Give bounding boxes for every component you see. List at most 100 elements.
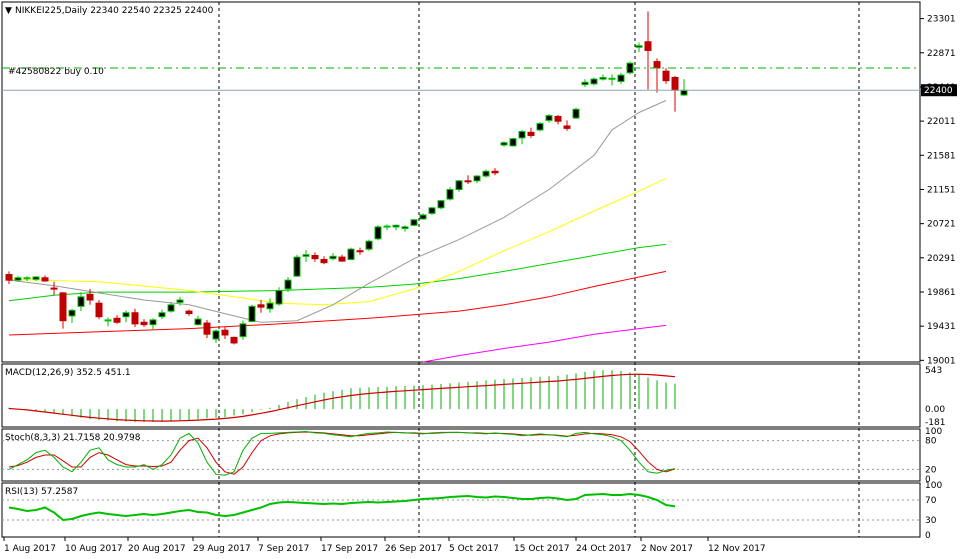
candle-body (410, 219, 418, 226)
candle-body (365, 240, 373, 250)
candle-body (482, 170, 490, 177)
candle (41, 275, 49, 282)
candle-body (464, 180, 472, 183)
candle-body (608, 77, 616, 80)
date-tick-label: 12 Nov 2017 (708, 544, 766, 554)
candle-body (212, 330, 220, 340)
candle-body (419, 214, 427, 220)
candle (86, 288, 94, 305)
candle-body (275, 289, 283, 305)
candle (68, 308, 76, 324)
candle (608, 74, 616, 86)
candle (482, 169, 490, 178)
candle (185, 309, 193, 316)
candle (509, 137, 517, 147)
rsi-tick-label: 70 (925, 496, 937, 506)
moving-average-line (422, 324, 667, 363)
stoch-tick-label: 20 (925, 465, 937, 475)
candle-body (86, 293, 94, 301)
candle-body (554, 115, 562, 122)
candle (365, 239, 373, 251)
candle (32, 276, 40, 281)
candle (383, 224, 391, 231)
date-tick-label: 10 Aug 2017 (65, 544, 123, 554)
price-tick-label: 20291 (927, 254, 956, 264)
date-tick-label: 1 Aug 2017 (4, 544, 56, 554)
candle (545, 114, 553, 123)
candle-body (23, 277, 31, 280)
axes: 2330122871224402201121581211512072120291… (3, 15, 957, 554)
candle-body (446, 189, 454, 200)
candle-body (104, 319, 112, 322)
candle-body (5, 274, 13, 281)
date-tick-label: 7 Sep 2017 (258, 544, 309, 554)
candle (203, 319, 211, 339)
stoch-panel (1, 428, 921, 482)
candle (311, 252, 319, 262)
candle (662, 67, 670, 84)
candle-body (185, 310, 193, 315)
macd-indicator: MACD(12,26,9) 352.5 451.1 543 0.00 -181 (5, 366, 945, 428)
candle-body (671, 76, 679, 91)
candle-body (509, 138, 517, 147)
candle-body (680, 89, 688, 96)
candle (446, 187, 454, 201)
stoch-tick-label: 100 (925, 427, 942, 437)
candle-body (491, 170, 499, 174)
candle (95, 300, 103, 320)
candle-body (662, 70, 670, 82)
candle (122, 310, 130, 323)
candle (167, 302, 175, 313)
moving-average-line (8, 243, 667, 302)
candle-body (635, 45, 643, 48)
candle (158, 309, 166, 320)
candle-body (203, 322, 211, 335)
candle-body (374, 226, 382, 240)
candle (374, 225, 382, 241)
order-label: #42580822 buy 0.10 (8, 67, 104, 77)
candle-body (383, 225, 391, 228)
candle (572, 107, 580, 119)
candle (464, 175, 472, 184)
candle-body (149, 319, 157, 326)
candle (329, 253, 337, 261)
candle (401, 225, 409, 232)
price-tick-label: 21581 (927, 151, 956, 161)
candle-body (536, 123, 544, 131)
candle (77, 292, 85, 312)
date-tick-label: 17 Sep 2017 (321, 544, 378, 554)
candle (410, 218, 418, 227)
candle (518, 129, 526, 145)
candle-body (158, 312, 166, 318)
candle (212, 329, 220, 343)
candle-body (140, 321, 148, 326)
candle-body (293, 256, 301, 277)
candle-body (401, 226, 409, 229)
moving-average-line (8, 270, 667, 336)
candle (14, 276, 22, 282)
candle (356, 247, 364, 255)
price-tick-label: 20721 (927, 220, 956, 230)
candle (5, 271, 13, 285)
date-tick-label: 15 Oct 2017 (514, 544, 570, 554)
candle-body (644, 41, 652, 51)
candle (221, 327, 229, 339)
candle (293, 254, 301, 277)
current-price-label: 22400 (924, 86, 953, 96)
candle-body (392, 224, 400, 228)
candle (140, 319, 148, 328)
rsi-line (8, 492, 676, 522)
candle (59, 292, 67, 329)
candle (455, 180, 463, 192)
candle (320, 256, 328, 265)
stoch-tick-label: 0 (925, 475, 931, 485)
candle-body (284, 279, 292, 290)
rsi-panel (1, 482, 921, 538)
candle-body (500, 142, 508, 146)
date-tick-label: 20 Aug 2017 (128, 544, 186, 554)
candle-body (338, 256, 346, 262)
candle-body (50, 287, 58, 290)
candle-body (572, 108, 580, 119)
rsi-tick-label: 100 (925, 481, 942, 491)
